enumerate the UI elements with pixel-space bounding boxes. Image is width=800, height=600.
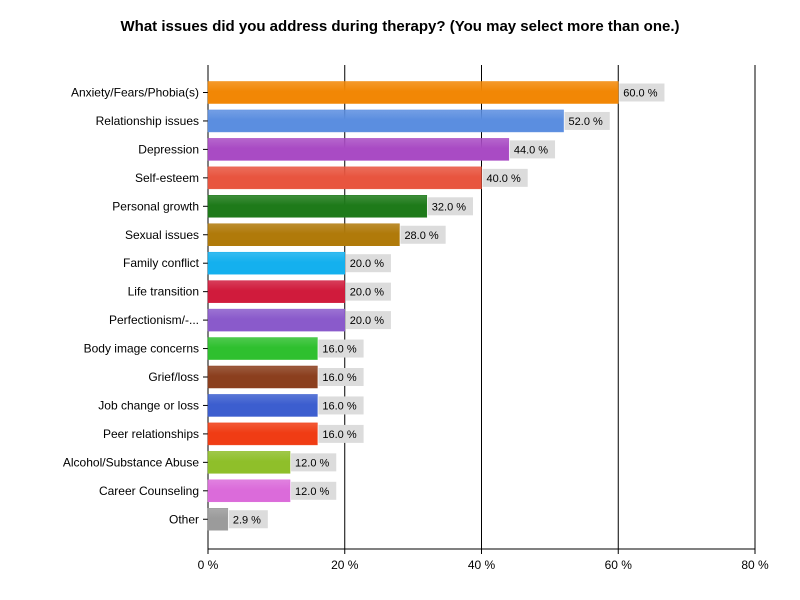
value-label-box bbox=[400, 225, 446, 244]
value-label: 20.0 % bbox=[350, 258, 384, 270]
value-label-box bbox=[318, 424, 364, 443]
x-tick-label: 0 % bbox=[198, 558, 219, 572]
x-tick-label: 60 % bbox=[605, 558, 633, 572]
bar bbox=[207, 422, 318, 446]
value-label: 16.0 % bbox=[322, 372, 356, 384]
category-label: Career Counseling bbox=[99, 484, 199, 498]
x-tick-label: 80 % bbox=[741, 558, 769, 572]
value-label-box bbox=[318, 368, 364, 386]
bar bbox=[207, 109, 564, 133]
category-label: Anxiety/Fears/Phobia(s) bbox=[71, 86, 199, 100]
value-label: 60.0 % bbox=[623, 88, 657, 100]
category-label: Personal growth bbox=[112, 199, 199, 213]
category-label: Other bbox=[169, 512, 199, 526]
bar bbox=[207, 365, 318, 389]
value-label: 16.0 % bbox=[322, 344, 356, 356]
value-label: 16.0 % bbox=[322, 429, 356, 441]
value-label-box bbox=[291, 481, 337, 500]
bar bbox=[207, 81, 619, 104]
value-label-box bbox=[509, 140, 556, 159]
category-label: Perfectionism/-... bbox=[109, 313, 199, 327]
category-label: Peer relationships bbox=[103, 427, 199, 441]
value-label: 2.9 % bbox=[233, 514, 261, 526]
value-label: 40.0 % bbox=[487, 173, 521, 185]
chart-title: What issues did you address during thera… bbox=[120, 18, 680, 35]
value-label: 12.0 % bbox=[295, 486, 329, 498]
bar bbox=[207, 479, 291, 503]
x-tick-label: 20 % bbox=[331, 558, 359, 572]
bar bbox=[207, 280, 345, 303]
bar bbox=[207, 508, 229, 531]
value-label-box bbox=[482, 168, 528, 187]
bar bbox=[207, 223, 400, 246]
bar bbox=[207, 195, 428, 218]
category-label: Grief/loss bbox=[148, 370, 199, 384]
value-label: 12.0 % bbox=[295, 457, 329, 469]
bar bbox=[207, 251, 345, 275]
value-label-box bbox=[345, 282, 391, 301]
value-label-box bbox=[228, 510, 268, 529]
category-label: Alcohol/Substance Abuse bbox=[63, 455, 199, 469]
category-label: Family conflict bbox=[123, 256, 200, 270]
value-label-box bbox=[345, 254, 391, 273]
value-label-box bbox=[427, 197, 473, 216]
category-label: Body image concerns bbox=[84, 342, 199, 356]
bar bbox=[207, 166, 482, 190]
bar bbox=[207, 308, 345, 332]
bar bbox=[207, 138, 510, 161]
value-label: 16.0 % bbox=[322, 400, 356, 412]
category-label: Depression bbox=[138, 142, 199, 156]
value-label: 20.0 % bbox=[350, 287, 384, 299]
bar bbox=[207, 451, 291, 474]
value-label: 20.0 % bbox=[350, 315, 384, 327]
value-label-box bbox=[345, 311, 391, 330]
category-label: Life transition bbox=[128, 285, 199, 299]
value-label-box bbox=[564, 111, 610, 130]
value-label-box bbox=[318, 339, 364, 358]
value-label: 28.0 % bbox=[404, 230, 438, 242]
value-label: 52.0 % bbox=[569, 116, 603, 128]
bar bbox=[207, 394, 318, 417]
value-label-box bbox=[619, 83, 665, 102]
x-tick-label: 40 % bbox=[468, 558, 496, 572]
value-label-box bbox=[291, 453, 337, 472]
value-label-box bbox=[318, 396, 364, 415]
bar bbox=[207, 337, 318, 360]
category-label: Job change or loss bbox=[98, 398, 199, 412]
category-label: Self-esteem bbox=[135, 171, 199, 185]
value-label: 44.0 % bbox=[514, 144, 548, 156]
value-label: 32.0 % bbox=[432, 201, 466, 213]
category-label: Sexual issues bbox=[125, 228, 199, 242]
category-label: Relationship issues bbox=[96, 114, 199, 128]
